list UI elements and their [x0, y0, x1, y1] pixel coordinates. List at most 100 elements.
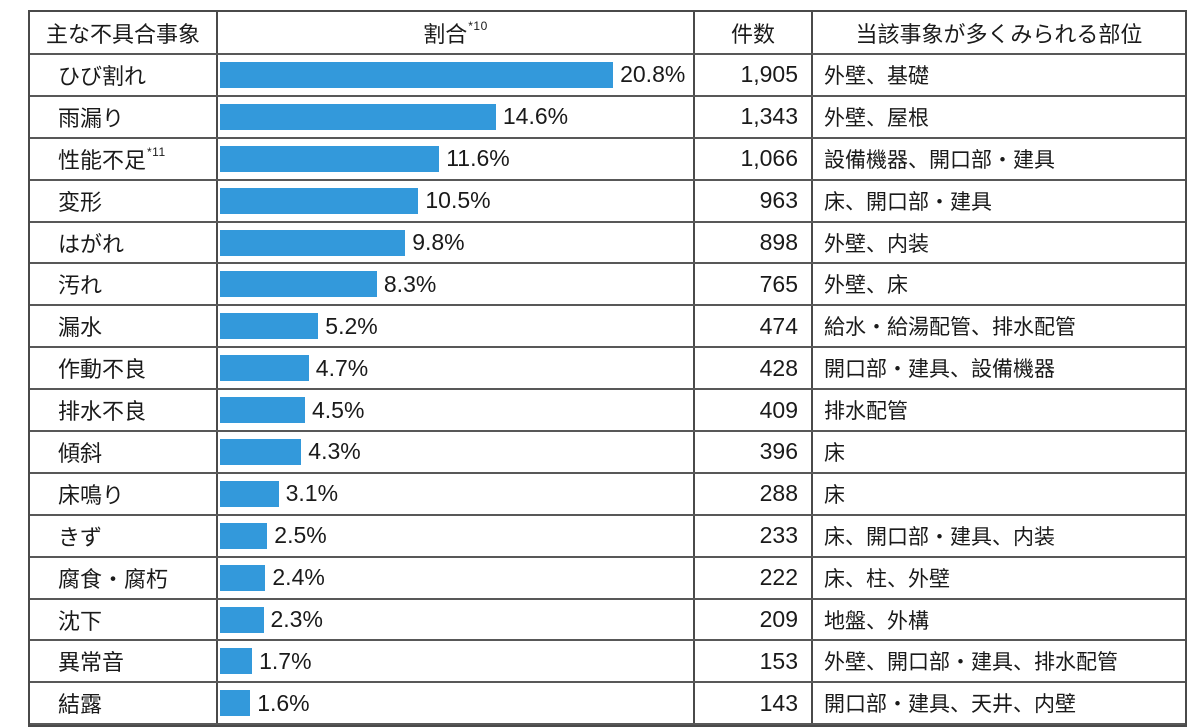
ratio-bar — [220, 271, 377, 298]
ratio-bar — [220, 145, 440, 172]
parts-cell: 開口部・建具、設備機器 — [824, 358, 1055, 382]
count-cell: 765 — [695, 264, 813, 305]
table-row: 異常音 1.7% 153 外壁、開口部・建具、排水配管 — [30, 641, 1185, 684]
table-body: ひび割れ 20.8% 1,905 外壁、基礎 雨漏り 14.6% 1,343 外壁、屋根 性能不… — [30, 55, 1185, 726]
ratio-cell: 10.5% — [218, 180, 695, 221]
ratio-bar — [220, 438, 302, 465]
table-row: 作動不良 4.7% 428 開口部・建具、設備機器 — [30, 348, 1185, 391]
table-row: 沈下 2.3% 209 地盤、外構 — [30, 599, 1185, 642]
ratio-cell: 14.6% — [218, 96, 695, 137]
ratio-bar — [220, 606, 264, 633]
ratio-value: 1.6% — [257, 689, 310, 716]
count-cell: 963 — [695, 180, 813, 221]
phenomenon-label: 漏水 — [58, 315, 103, 341]
parts-cell: 床、開口部・建具、内装 — [824, 525, 1055, 549]
phenomenon-cell: 異常音 — [30, 641, 218, 682]
phenomenon-cell: 結露 — [30, 683, 218, 724]
phenomenon-label: 傾斜 — [58, 440, 103, 466]
ratio-value: 14.6% — [502, 103, 569, 130]
phenomenon-label: ひび割れ — [58, 63, 147, 89]
ratio-bar — [220, 313, 319, 340]
count-cell: 898 — [695, 222, 813, 263]
ratio-cell: 4.5% — [218, 390, 695, 431]
phenomenon-cell: きず — [30, 515, 218, 556]
phenomenon-cell: 変形 — [30, 180, 218, 221]
phenomenon-label: 性能不足 — [58, 147, 147, 173]
parts-cell: 外壁、開口部・建具、排水配管 — [824, 651, 1118, 675]
phenomenon-label: 汚れ — [58, 273, 103, 299]
phenomenon-cell: 作動不良 — [30, 348, 218, 389]
phenomenon-label: 変形 — [58, 189, 103, 215]
table-row: 雨漏り 14.6% 1,343 外壁、屋根 — [30, 96, 1185, 139]
header-phenomenon: 主な不具合事象 — [30, 12, 218, 53]
phenomenon-label: 雨漏り — [58, 105, 125, 131]
count-cell: 1,343 — [695, 96, 813, 137]
ratio-cell: 2.4% — [218, 557, 695, 598]
ratio-bar — [220, 229, 406, 256]
header-ratio-label: 割合 — [423, 21, 468, 47]
phenomenon-cell: はがれ — [30, 222, 218, 263]
table-row: はがれ 9.8% 898 外壁、内装 — [30, 222, 1185, 265]
count-cell: 209 — [695, 599, 813, 640]
ratio-cell: 1.6% — [218, 683, 695, 724]
count-cell: 143 — [695, 683, 813, 724]
phenomenon-label: はがれ — [58, 231, 125, 257]
parts-cell: 床、柱、外壁 — [824, 567, 950, 591]
count-cell: 288 — [695, 473, 813, 514]
ratio-cell: 20.8% — [218, 55, 695, 95]
ratio-bar — [220, 187, 419, 214]
parts-cell: 外壁、屋根 — [824, 106, 929, 130]
table-row: 排水不良 4.5% 409 排水配管 — [30, 390, 1185, 433]
ratio-cell: 9.8% — [218, 222, 695, 263]
ratio-bar — [220, 648, 253, 675]
table-row: ひび割れ 20.8% 1,905 外壁、基礎 — [30, 55, 1185, 97]
parts-cell: 地盤、外構 — [824, 609, 929, 633]
header-count: 件数 — [695, 12, 813, 53]
phenomenon-cell: 汚れ — [30, 264, 218, 305]
ratio-value: 11.6% — [446, 145, 510, 172]
count-cell: 153 — [695, 641, 813, 682]
ratio-value: 10.5% — [425, 187, 491, 214]
phenomenon-cell: ひび割れ — [30, 55, 218, 95]
table-row: 漏水 5.2% 474 給水・給湯配管、排水配管 — [30, 306, 1185, 349]
header-ratio-footnote: *10 — [468, 18, 488, 33]
phenomenon-label: 腐食・腐朽 — [58, 566, 169, 592]
ratio-bar — [220, 522, 268, 549]
phenomenon-label: 排水不良 — [58, 399, 147, 425]
parts-cell: 設備機器、開口部・建具 — [824, 148, 1055, 172]
ratio-bar — [220, 564, 266, 591]
count-cell: 428 — [695, 348, 813, 389]
phenomenon-label: 異常音 — [58, 650, 125, 676]
parts-cell: 床 — [824, 483, 845, 507]
ratio-bar — [220, 480, 279, 507]
ratio-value: 2.5% — [274, 522, 327, 549]
phenomenon-cell: 漏水 — [30, 306, 218, 347]
page: { "table": { "headers": { "phenomenon": … — [28, 10, 1187, 727]
ratio-cell: 11.6% — [218, 138, 695, 179]
ratio-bar — [220, 61, 614, 88]
table-row: 性能不足 *11 11.6% 1,066 設備機器、開口部・建具 — [30, 138, 1185, 181]
phenomenon-footnote: *11 — [147, 144, 166, 159]
parts-cell: 外壁、内装 — [824, 232, 929, 256]
count-cell: 222 — [695, 557, 813, 598]
phenomenon-label: 沈下 — [58, 608, 103, 634]
header-count-label: 件数 — [730, 21, 775, 47]
ratio-bar — [220, 355, 309, 382]
table-row: 変形 10.5% 963 床、開口部・建具 — [30, 180, 1185, 223]
table-row: 傾斜 4.3% 396 床 — [30, 432, 1185, 474]
ratio-cell: 4.7% — [218, 348, 695, 389]
header-ratio: 割合 *10 — [218, 12, 695, 53]
ratio-value: 4.3% — [308, 438, 361, 465]
count-cell: 396 — [695, 432, 813, 472]
phenomenon-cell: 腐食・腐朽 — [30, 557, 218, 598]
ratio-value: 8.3% — [383, 270, 437, 297]
ratio-value: 5.2% — [325, 312, 378, 339]
ratio-value: 2.4% — [272, 564, 325, 591]
parts-cell: 排水配管 — [824, 400, 908, 424]
table-header-row: 主な不具合事象 割合 *10 件数 当該事象が多くみられる部位 — [30, 12, 1185, 55]
ratio-value: 20.8% — [620, 61, 686, 88]
table-row: 床鳴り 3.1% 288 床 — [30, 473, 1185, 516]
parts-cell: 開口部・建具、天井、内壁 — [824, 693, 1076, 717]
ratio-cell: 5.2% — [218, 306, 695, 347]
ratio-bar — [220, 690, 251, 717]
